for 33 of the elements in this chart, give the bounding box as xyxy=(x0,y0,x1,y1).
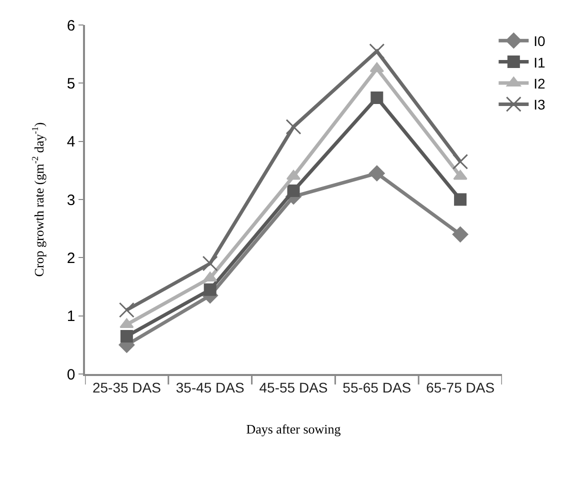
point xyxy=(204,283,216,296)
y-tick-label: 5 xyxy=(66,75,76,92)
point xyxy=(370,91,384,104)
point xyxy=(118,302,134,318)
point xyxy=(120,330,133,342)
x-tick-label: 25-35 DAS xyxy=(92,380,161,396)
point xyxy=(369,165,385,182)
point xyxy=(452,154,468,170)
legend-label: I1 xyxy=(534,54,546,70)
point xyxy=(286,119,302,135)
point xyxy=(202,256,218,272)
legend-label: I2 xyxy=(534,75,546,92)
x-tick-label: 45-55 DAS xyxy=(259,380,328,396)
x-tick-label: 35-45 DAS xyxy=(176,380,244,396)
point xyxy=(453,170,468,180)
y-tick-label: 3 xyxy=(66,192,76,209)
point xyxy=(203,272,218,282)
y-tick-label: 4 xyxy=(66,134,76,151)
legend-label: I0 xyxy=(534,33,546,50)
x-axis-title: Days after sowing xyxy=(246,422,342,437)
y-tick-label: 6 xyxy=(66,17,76,34)
point xyxy=(454,193,467,206)
y-tick-label: 1 xyxy=(66,308,76,326)
point xyxy=(286,170,301,180)
y-tick-label: 0 xyxy=(66,366,76,384)
x-tick-label: 65-75 DAS xyxy=(426,380,495,396)
y-tick-label: 2 xyxy=(66,250,76,267)
point xyxy=(120,318,134,328)
point xyxy=(287,184,300,198)
point xyxy=(452,226,468,242)
legend-label: I3 xyxy=(534,96,546,113)
point xyxy=(370,62,384,72)
x-tick-label: 55-65 DAS xyxy=(342,380,412,396)
